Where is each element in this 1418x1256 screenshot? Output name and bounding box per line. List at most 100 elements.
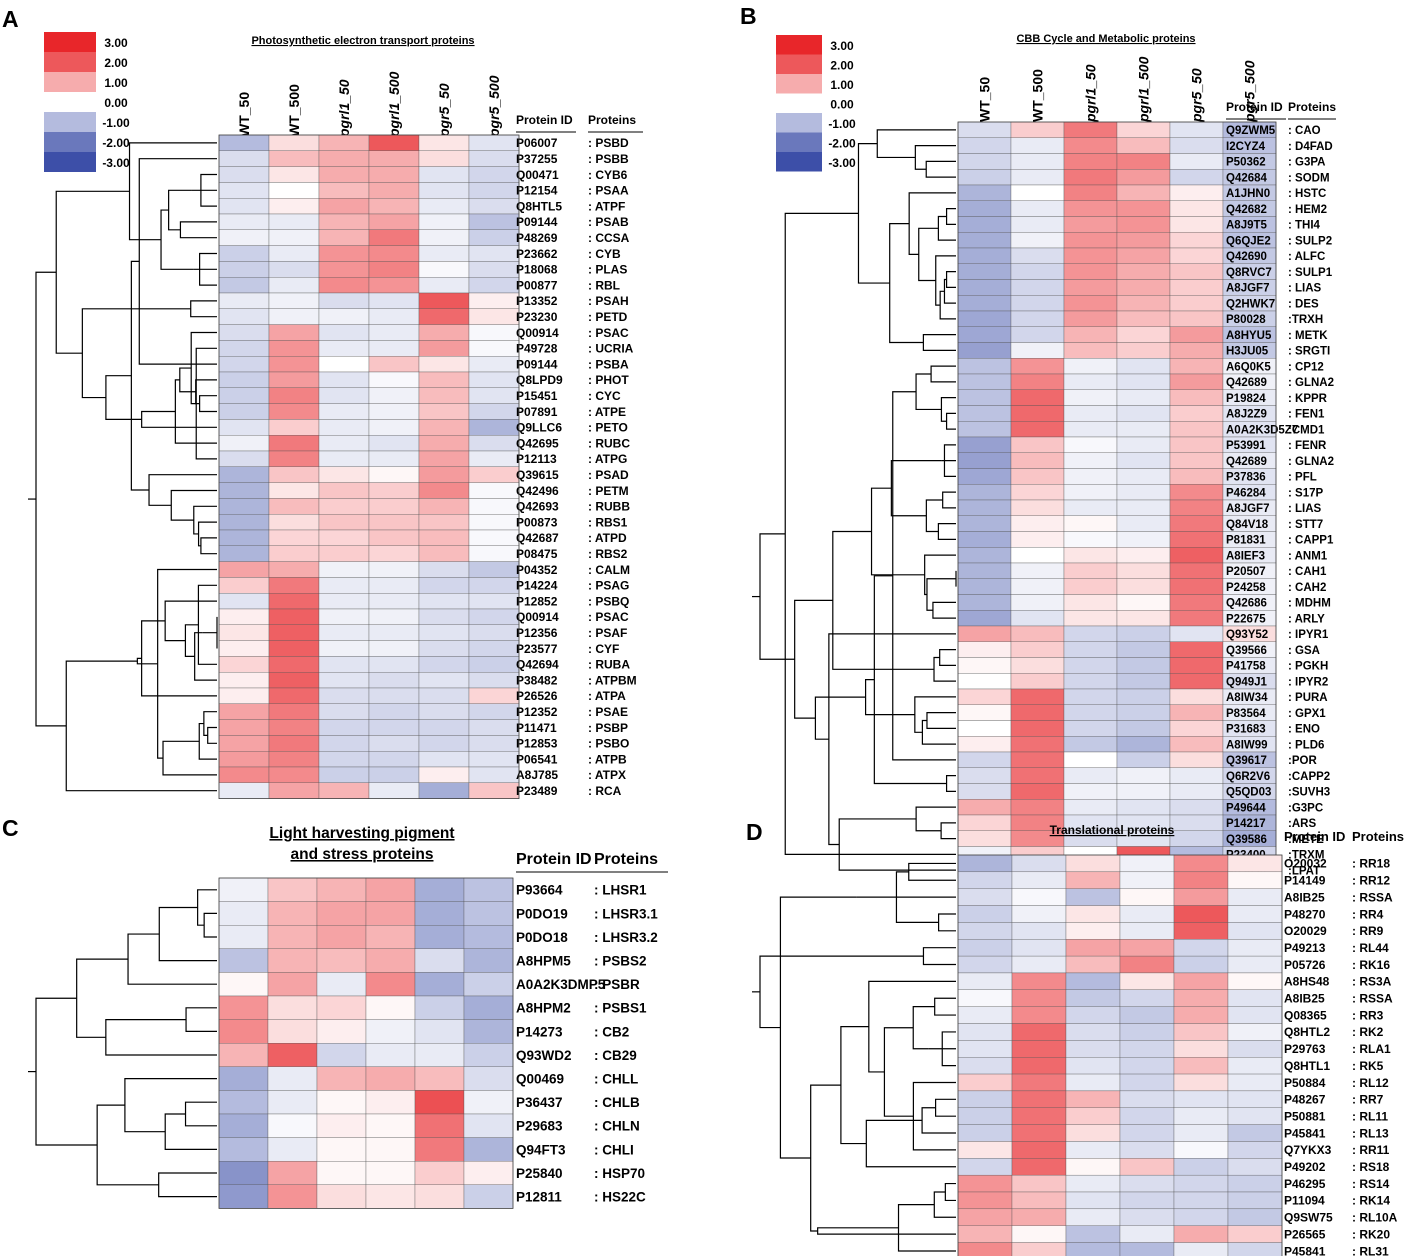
row-protein-id: A8JGF7 — [1226, 503, 1269, 515]
dendrogram-branch — [759, 533, 795, 660]
legend-swatch — [44, 92, 96, 112]
row-protein-id: P48267 — [1284, 1093, 1326, 1107]
row-protein-id: P46295 — [1284, 1177, 1326, 1191]
heatmap-cell — [267, 901, 318, 926]
column-label: pgr5_500 — [1242, 60, 1258, 123]
heatmap-cell — [1169, 279, 1224, 296]
column-label: WT_500 — [286, 84, 302, 137]
row-protein-id: Q42689 — [1226, 377, 1267, 389]
dendrogram-branch — [945, 775, 956, 792]
dendrogram-branch — [940, 822, 956, 840]
heatmap-cell — [268, 277, 320, 294]
row-protein-id: P23662 — [516, 247, 558, 261]
row-protein-id: Q42690 — [1226, 251, 1267, 263]
dendrogram-branch — [164, 1113, 217, 1150]
heatmap-cell — [267, 1090, 318, 1115]
heatmap-cell — [1169, 232, 1224, 249]
legend-label: -1.00 — [102, 116, 130, 130]
heatmap-cell — [1169, 515, 1224, 532]
row-protein-name: : HSTC — [1288, 188, 1326, 200]
heatmap-cell — [1169, 673, 1224, 690]
heatmap-cell — [1116, 389, 1171, 406]
heatmap-cell — [418, 545, 470, 562]
heatmap-cell — [318, 593, 370, 610]
heatmap-cell — [316, 1184, 367, 1209]
legend-swatch — [776, 132, 822, 152]
row-protein-name: : KPPR — [1288, 393, 1328, 405]
heatmap-cell — [1063, 515, 1118, 532]
heatmap-cell — [1063, 216, 1118, 233]
heatmap-cell — [368, 356, 420, 373]
heatmap-cell — [1065, 1006, 1121, 1024]
heatmap-cell — [1116, 610, 1171, 627]
heatmap-cell — [957, 1141, 1013, 1159]
heatmap-cell — [1116, 562, 1171, 579]
panel-title: CBB Cycle and Metabolic proteins — [1016, 33, 1195, 45]
row-protein-name: : RR4 — [1352, 907, 1384, 921]
heatmap-cell — [1169, 531, 1224, 548]
heatmap-cell — [268, 356, 320, 373]
dendrogram-branch — [190, 331, 217, 405]
heatmap-cell — [468, 561, 520, 578]
heatmap-cell — [1227, 939, 1283, 957]
heatmap-cell — [368, 466, 420, 483]
legend-swatch — [776, 113, 822, 133]
heatmap-cell — [468, 766, 520, 783]
heatmap-cell — [368, 577, 420, 594]
heatmap-cell — [1065, 1141, 1121, 1159]
heatmap-cell — [218, 198, 270, 215]
legend-swatch — [776, 54, 822, 74]
heatmap-cell — [957, 232, 1012, 249]
row-protein-name: : RR11 — [1352, 1143, 1390, 1157]
heatmap-cell — [468, 735, 520, 752]
heatmap-cell — [414, 925, 465, 949]
heatmap-cell — [1063, 594, 1118, 611]
heatmap-cell — [1116, 358, 1171, 375]
row-protein-id: P48269 — [516, 231, 558, 245]
heatmap-cell — [414, 1161, 465, 1185]
row-protein-id: P00877 — [516, 278, 558, 292]
heatmap-cell — [468, 529, 520, 546]
heatmap-cell — [1119, 1225, 1175, 1243]
row-protein-id: A8J785 — [516, 768, 558, 782]
heatmap-cell — [468, 403, 520, 420]
heatmap-cell — [1010, 515, 1065, 532]
heatmap-cell — [1169, 783, 1224, 800]
heatmap-cell — [1227, 1141, 1283, 1159]
heatmap-cell — [957, 153, 1012, 170]
heatmap-cell — [418, 593, 470, 610]
heatmap-cell — [957, 137, 1012, 154]
row-protein-name: : SODM — [1288, 172, 1330, 184]
heatmap-cell — [318, 229, 370, 246]
row-protein-name: : ATPB — [588, 752, 627, 766]
heatmap-cell — [463, 1161, 514, 1185]
heatmap-cell — [1227, 905, 1283, 923]
dendrogram-branch — [945, 271, 956, 288]
heatmap-cell — [368, 213, 420, 230]
heatmap-cell — [418, 608, 470, 625]
heatmap-cell — [1169, 641, 1224, 658]
row-protein-id: P31683 — [1226, 724, 1266, 736]
row-protein-id: P81831 — [1226, 535, 1266, 547]
heatmap-cell — [318, 719, 370, 736]
heatmap-cell — [1119, 1242, 1175, 1256]
row-protein-id: Q42682 — [1226, 204, 1267, 216]
heatmap-cell — [1065, 989, 1121, 1007]
heatmap-cell — [1169, 830, 1224, 847]
heatmap-cell — [1169, 594, 1224, 611]
heatmap-cell — [418, 735, 470, 752]
dendrogram-branch — [828, 633, 956, 846]
heatmap-cell — [414, 901, 465, 926]
row-protein-name: : MDHM — [1288, 598, 1331, 610]
row-protein-name: : PLAS — [588, 263, 627, 277]
heatmap-cell — [1227, 1073, 1283, 1092]
heatmap-cell — [957, 799, 1012, 816]
heatmap-cell — [368, 450, 420, 467]
dendrogram-branch — [136, 657, 158, 665]
heatmap-cell — [957, 736, 1012, 753]
heatmap-cell — [463, 1019, 514, 1044]
row-protein-id: P38482 — [516, 673, 558, 687]
heatmap-cell — [268, 640, 320, 657]
row-protein-name: : GLNA2 — [1288, 456, 1334, 468]
dendrogram-branch — [908, 192, 956, 255]
